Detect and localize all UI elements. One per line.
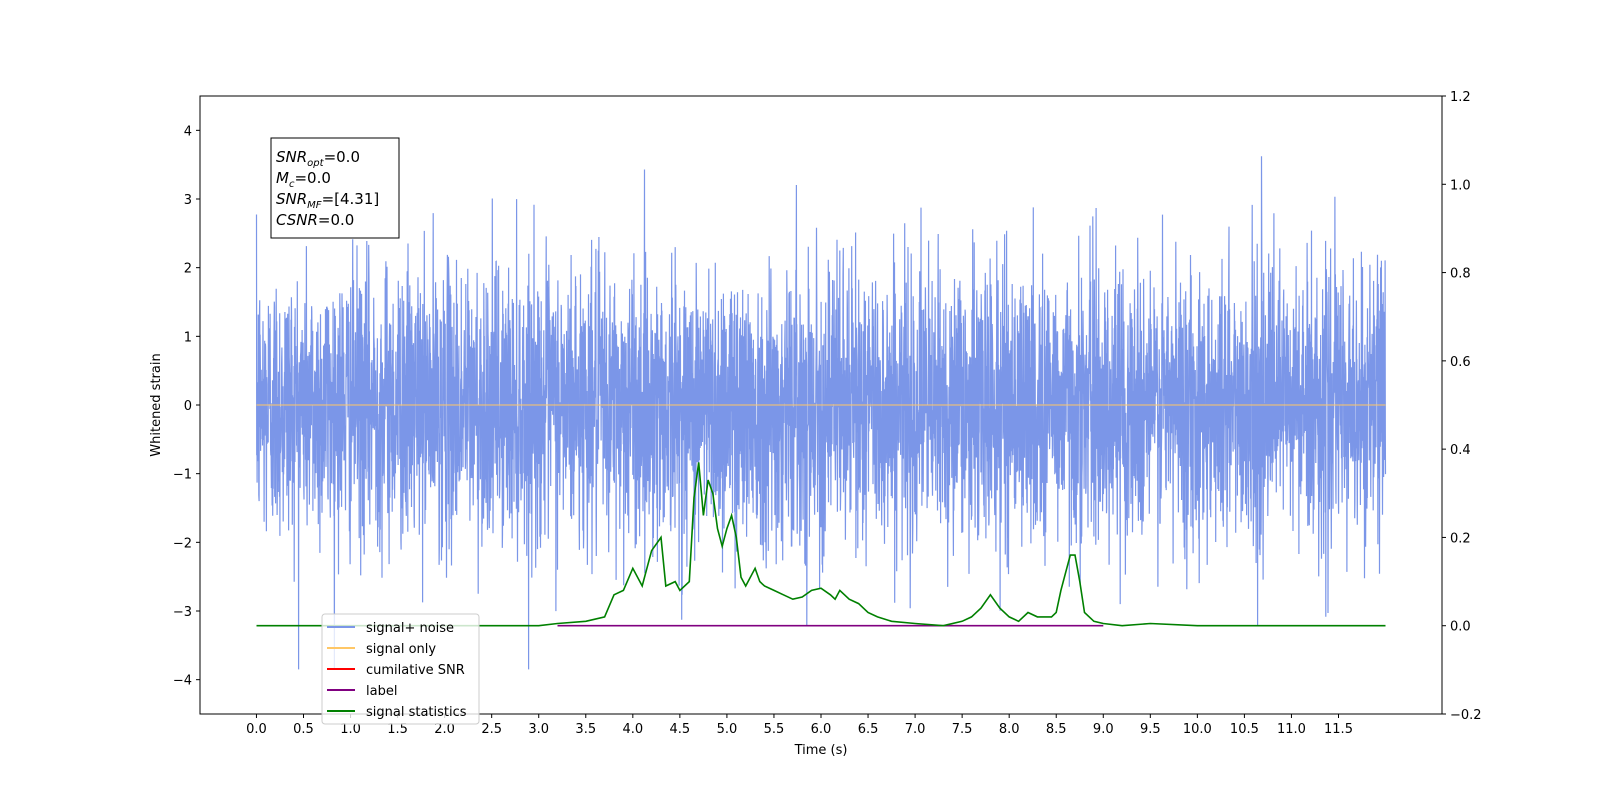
x-tick-label: 4.5 — [670, 722, 691, 737]
y-tick-label: 3 — [184, 193, 192, 208]
y-axis-right: 1.2 1.0 0.8 0.6 0.4 0.2 0.0 −0.2 — [1442, 90, 1482, 723]
y-tick-label: −2 — [173, 536, 192, 551]
legend-label: signal+ noise — [366, 621, 454, 636]
x-tick-label: 9.5 — [1140, 722, 1161, 737]
y2-tick-label: −0.2 — [1450, 708, 1482, 723]
y2-tick-label: 1.2 — [1450, 90, 1471, 105]
y2-tick-label: 0.8 — [1450, 267, 1471, 282]
x-tick-label: 2.5 — [481, 722, 502, 737]
x-tick-label: 3.5 — [575, 722, 596, 737]
series-line-4 — [256, 462, 1386, 627]
y-tick-label: −4 — [173, 674, 192, 689]
y-tick-label: 1 — [184, 330, 192, 345]
x-axis-label: Time (s) — [794, 743, 848, 758]
x-tick-label: 10.0 — [1183, 722, 1212, 737]
legend-label: signal statistics — [366, 705, 467, 720]
x-tick-label: 6.0 — [811, 722, 832, 737]
y-tick-label: −1 — [173, 468, 192, 483]
y2-tick-label: 0.6 — [1450, 355, 1471, 370]
x-tick-label: 1.0 — [340, 722, 361, 737]
x-tick-label: 9.0 — [1093, 722, 1114, 737]
x-tick-label: 5.0 — [717, 722, 738, 737]
x-tick-label: 0.5 — [293, 722, 314, 737]
legend-label: label — [366, 684, 397, 699]
x-tick-label: 10.5 — [1230, 722, 1259, 737]
annotation-frame — [270, 137, 400, 239]
x-tick-label: 6.5 — [858, 722, 879, 737]
y2-tick-label: 0.2 — [1450, 531, 1471, 546]
x-tick-label: 1.5 — [387, 722, 408, 737]
y2-tick-label: 0.0 — [1450, 620, 1471, 635]
x-tick-label: 4.0 — [622, 722, 643, 737]
y-tick-label: 0 — [184, 399, 192, 414]
annotation-line: CSNR=0.0 — [276, 211, 354, 229]
annotation-line: SNRMF=[4.31] — [276, 190, 379, 211]
x-tick-label: 8.5 — [1046, 722, 1067, 737]
y-tick-label: 4 — [184, 124, 192, 139]
series-line-signal-noise — [255, 156, 1387, 670]
y-axis-left: 4 3 2 1 0 −1 −2 −3 −4 — [173, 124, 200, 689]
annotation-line: Mc=0.0 — [276, 169, 331, 190]
y2-tick-label: 1.0 — [1450, 178, 1471, 193]
annotation-line: SNRopt=0.0 — [276, 148, 360, 169]
x-tick-label: 0.0 — [246, 722, 267, 737]
x-tick-label: 7.5 — [952, 722, 973, 737]
legend: signal+ noise signal only cumilative SNR la… — [321, 613, 480, 725]
legend-frame — [321, 613, 480, 725]
x-tick-label: 11.5 — [1324, 722, 1353, 737]
y-tick-label: −3 — [173, 605, 192, 620]
x-tick-label: 2.0 — [434, 722, 455, 737]
legend-label: cumilative SNR — [366, 663, 465, 678]
x-tick-label: 11.0 — [1277, 722, 1306, 737]
x-tick-label: 7.0 — [905, 722, 926, 737]
x-tick-label: 8.0 — [999, 722, 1020, 737]
y-tick-label: 2 — [184, 262, 192, 277]
x-tick-label: 5.5 — [764, 722, 785, 737]
y-axis-label: Whitened strain — [149, 353, 164, 456]
y2-tick-label: 0.4 — [1450, 443, 1471, 458]
plot-area — [255, 156, 1387, 670]
x-axis: 0.0 0.5 1.0 1.5 2.0 2.5 3.0 3.5 4.0 4.5 5.0 5.5 6.0 6… — [246, 714, 1353, 737]
legend-label: signal only — [366, 642, 436, 657]
x-tick-label: 3.0 — [528, 722, 549, 737]
